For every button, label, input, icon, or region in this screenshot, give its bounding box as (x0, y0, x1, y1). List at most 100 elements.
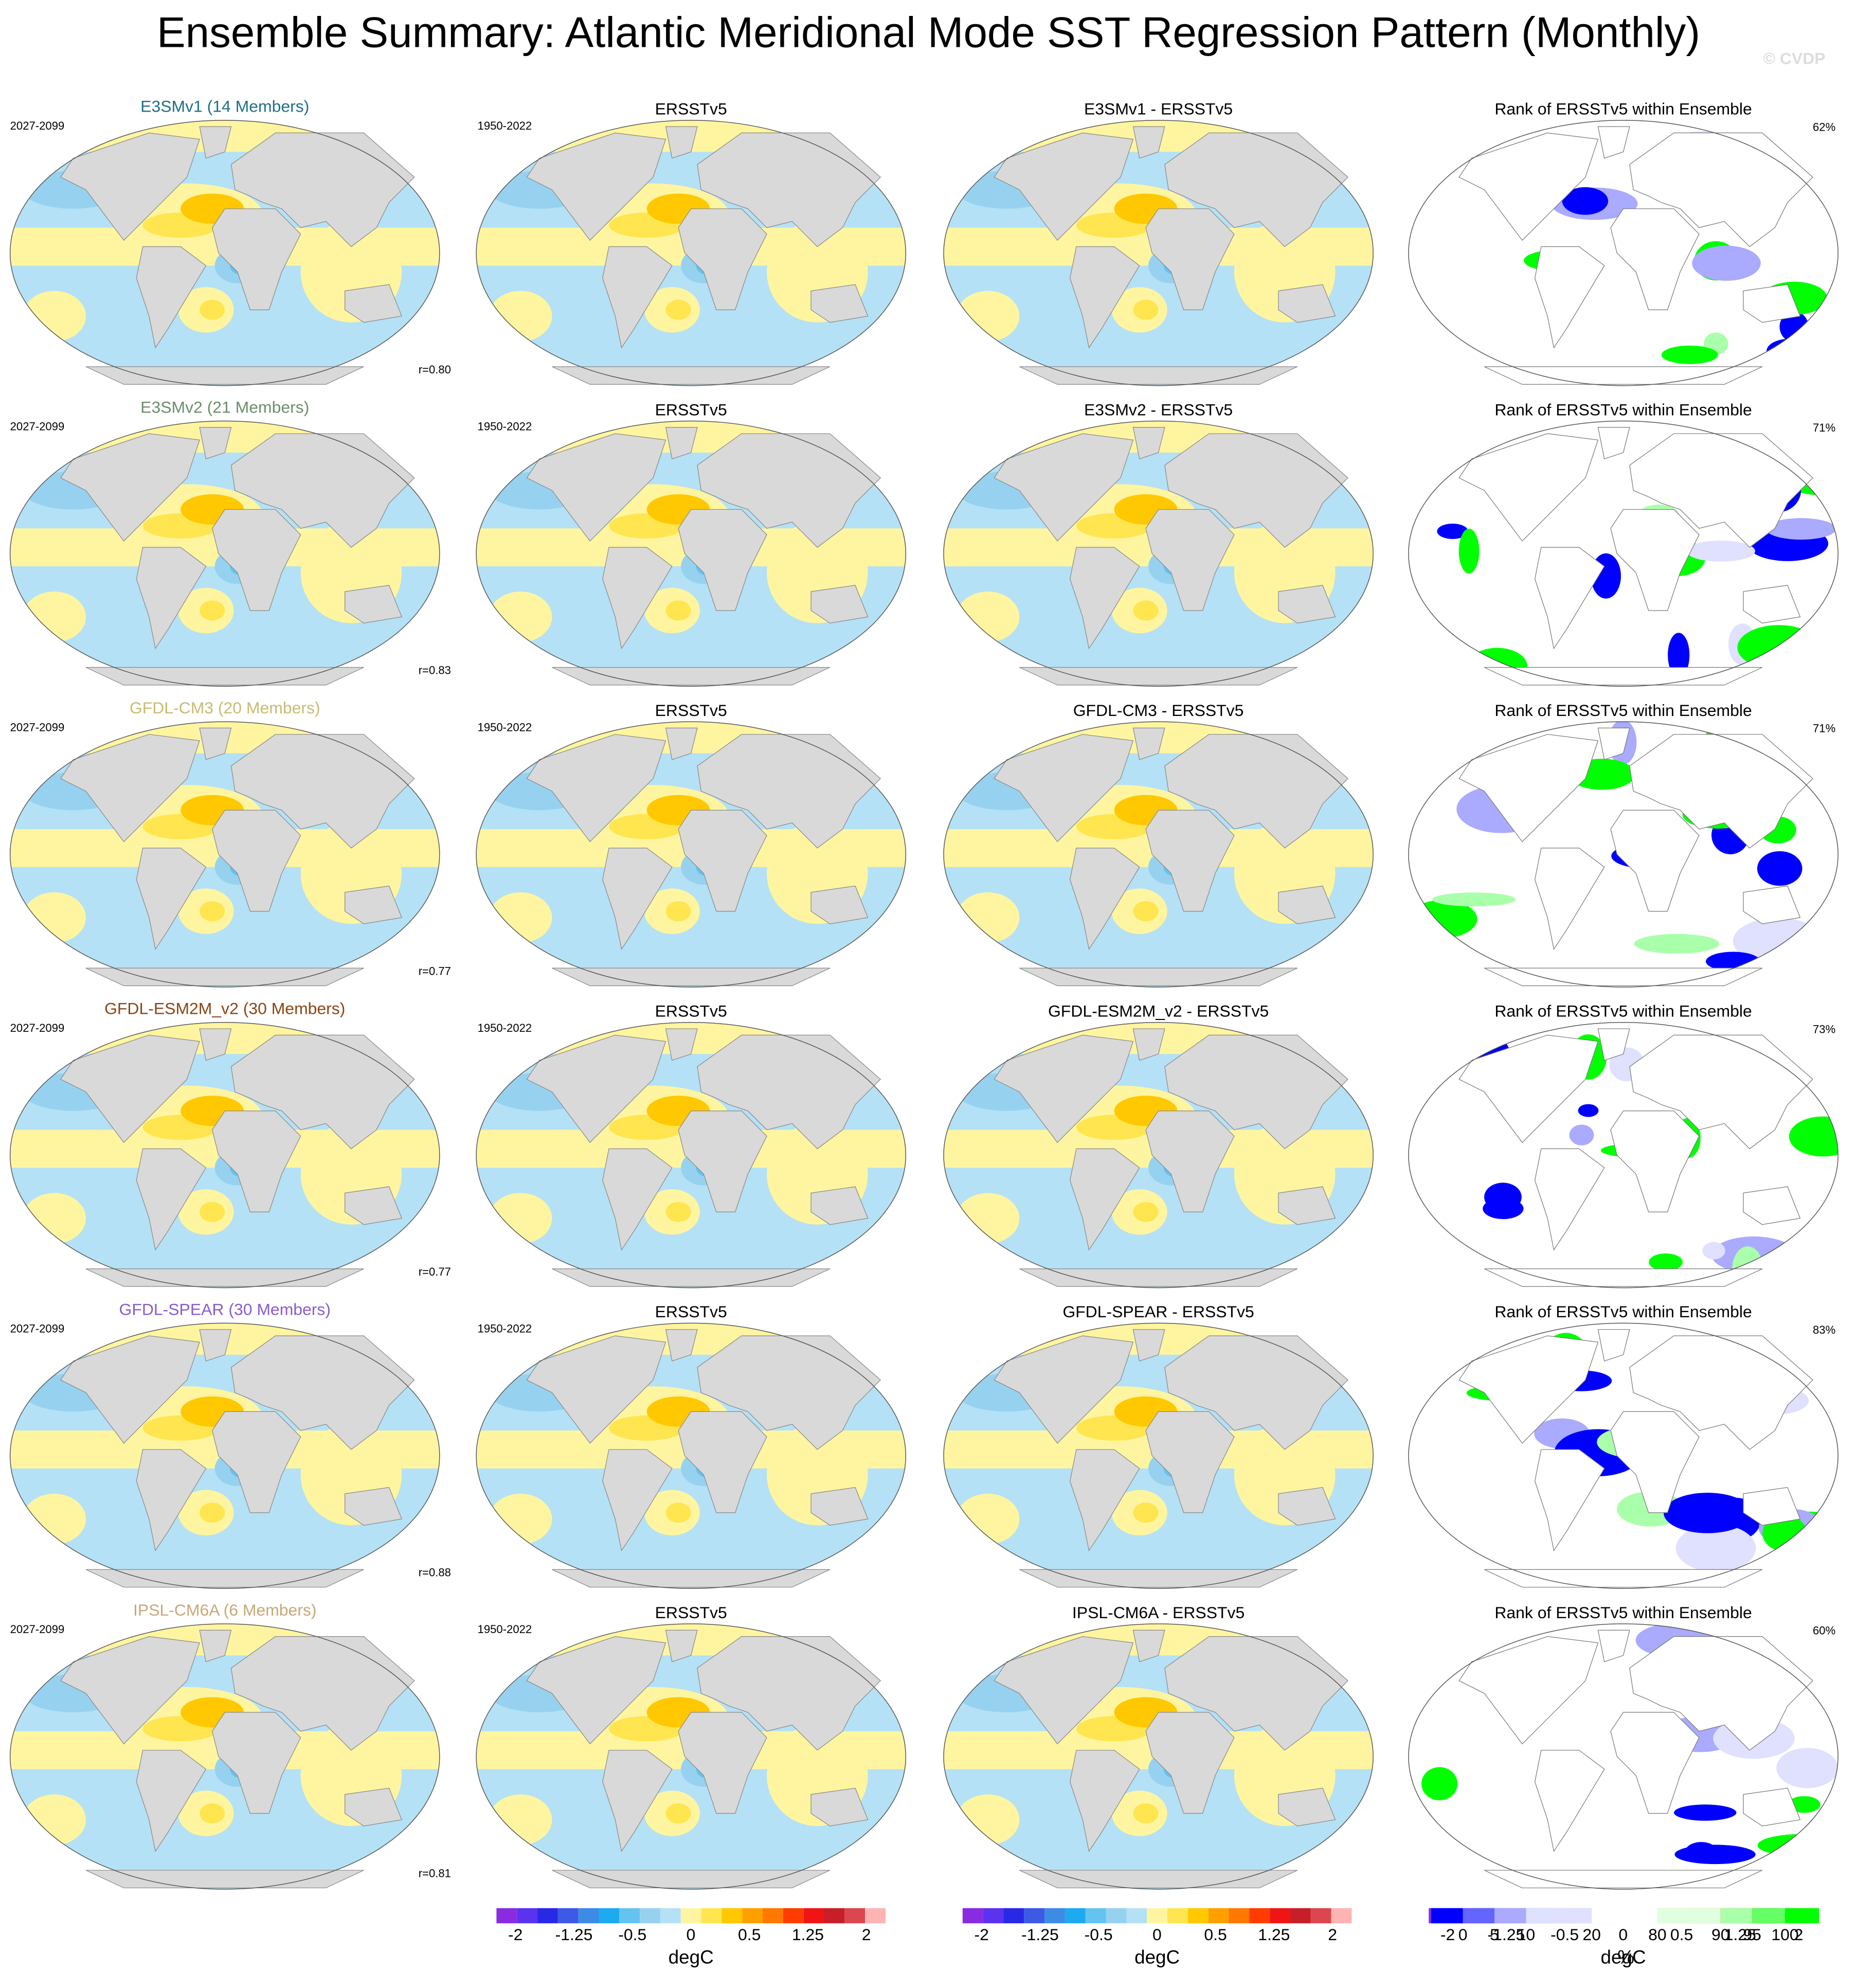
colorbar-label: -1.25 (1021, 1925, 1059, 1944)
model-title: E3SMv2 (21 Members) (140, 398, 309, 416)
colorbar-box (1106, 1908, 1127, 1924)
rank-blob (1484, 1183, 1522, 1212)
obs-years: 1950-2022 (478, 420, 532, 433)
colorbar-label: 1.25 (1724, 1925, 1756, 1944)
anomaly-map (10, 120, 440, 386)
colorbar-label: -2 (974, 1925, 988, 1944)
map-border (1408, 1022, 1838, 1288)
map-panel (10, 1624, 440, 1889)
rank-map-panel (1408, 420, 1838, 687)
colorbar-box (496, 1908, 517, 1924)
model-title: E3SMv1 (14 Members) (140, 97, 309, 116)
colorbar-box (1147, 1908, 1168, 1924)
colorbar-box (557, 1908, 579, 1924)
rank-blob (1661, 345, 1718, 364)
obs-years: 1950-2022 (478, 119, 532, 132)
rank-blob (1702, 1242, 1725, 1260)
colorbar-unit: degC (1134, 1947, 1180, 1968)
rank-blob (1578, 1104, 1599, 1117)
anomaly-map (944, 1624, 1373, 1889)
map-panel (944, 722, 1373, 987)
rank-map-panel (1408, 120, 1838, 386)
rank-map-panel (1408, 721, 1838, 988)
colorbar-box (1657, 1908, 1721, 1924)
colorbar-label: 90 (1711, 1925, 1730, 1944)
model-title: GFDL-CM3 (20 Members) (130, 699, 320, 717)
diff-title: E3SMv2 - ERSSTv5 (1084, 400, 1233, 419)
obs-title: ERSSTv5 (655, 100, 727, 118)
colorbar-box (1270, 1908, 1290, 1924)
colorbar-label: 2 (862, 1925, 871, 1944)
rank-blob (1675, 1524, 1756, 1572)
colorbar-box (1784, 1908, 1819, 1924)
colorbar-box (537, 1908, 558, 1924)
map-panel (10, 1323, 440, 1588)
colorbar-label: 0 (1152, 1925, 1162, 1944)
map-border (1408, 1322, 1838, 1589)
colorbar-label: 2 (1794, 1925, 1804, 1944)
colorbar-label: 100 (1771, 1925, 1798, 1944)
colorbar-label: 0 (687, 1925, 696, 1944)
colorbar-box (517, 1908, 538, 1924)
colorbar-label: 80 (1648, 1925, 1667, 1944)
colorbar-box (599, 1908, 620, 1924)
obs-years: 1950-2022 (478, 721, 532, 733)
obs-title: ERSSTv5 (655, 400, 727, 419)
rank-blob (1569, 1124, 1594, 1145)
colorbar-unit: % (1617, 1947, 1634, 1968)
colorbar-box (680, 1908, 701, 1924)
rank-blob (1664, 1493, 1752, 1533)
map-panel (944, 1023, 1373, 1288)
rank-blob (1408, 1360, 1446, 1374)
diff-title: E3SMv1 - ERSSTv5 (1084, 100, 1233, 118)
anomaly-map (476, 722, 906, 987)
map-panel (944, 1624, 1373, 1889)
colorbar-label: -0.5 (1550, 1925, 1579, 1944)
rank-blob (1668, 633, 1690, 677)
obs-title: ERSSTv5 (655, 701, 727, 720)
model-years: 2027-2099 (10, 1623, 65, 1636)
model-years: 2027-2099 (10, 420, 65, 433)
anomaly-map (944, 1323, 1373, 1588)
colorbar-unit: degC (669, 1947, 714, 1968)
obs-title: ERSSTv5 (655, 1603, 727, 1622)
colorbar-label: -0.5 (1085, 1925, 1113, 1944)
colorbar-label: 2 (1328, 1925, 1337, 1944)
rank-title: Rank of ERSSTv5 within Ensemble (1494, 1302, 1752, 1321)
colorbar-label: 1.25 (1258, 1925, 1290, 1944)
colorbar-label: -1.25 (555, 1925, 593, 1944)
rank-percent: 73% (1813, 1023, 1835, 1035)
colorbar-box (763, 1908, 783, 1924)
anomaly-map (476, 1624, 906, 1889)
colorbar-label: 5 (1490, 1925, 1499, 1944)
model-years: 2027-2099 (10, 1322, 65, 1335)
rank-blob (1776, 1748, 1838, 1788)
anomaly-map (944, 722, 1373, 987)
map-panel (476, 1323, 906, 1588)
colorbar-box (722, 1908, 743, 1924)
rank-blob (1649, 1253, 1683, 1271)
colorbar-label: 95 (1743, 1925, 1761, 1944)
obs-years: 1950-2022 (478, 1623, 532, 1636)
map-panel (476, 120, 906, 386)
rank-percent: 62% (1813, 120, 1835, 133)
model-title: GFDL-SPEAR (30 Members) (119, 1300, 331, 1318)
colorbar-box (1290, 1908, 1311, 1924)
watermark: © CVDP (1763, 49, 1825, 67)
model-years: 2027-2099 (10, 1022, 65, 1034)
map-panel (944, 1323, 1373, 1588)
colorbar-label: 1.25 (792, 1925, 824, 1944)
model-title: GFDL-ESM2M_v2 (30 Members) (104, 999, 345, 1018)
colorbar-box (1592, 1908, 1657, 1924)
colorbar-box (783, 1908, 804, 1924)
rank-blob (1765, 518, 1836, 540)
rank-blob (1440, 1054, 1467, 1068)
colorbar-box (1526, 1908, 1592, 1924)
colorbar-box (1463, 1908, 1494, 1924)
colorbar-box (1331, 1908, 1352, 1924)
rank-blob (1432, 892, 1516, 907)
colorbar-box (1167, 1908, 1188, 1924)
colorbar-label: 0 (1458, 1925, 1468, 1944)
rank-title: Rank of ERSSTv5 within Ensemble (1494, 400, 1752, 419)
rank-blob (1421, 1767, 1458, 1801)
